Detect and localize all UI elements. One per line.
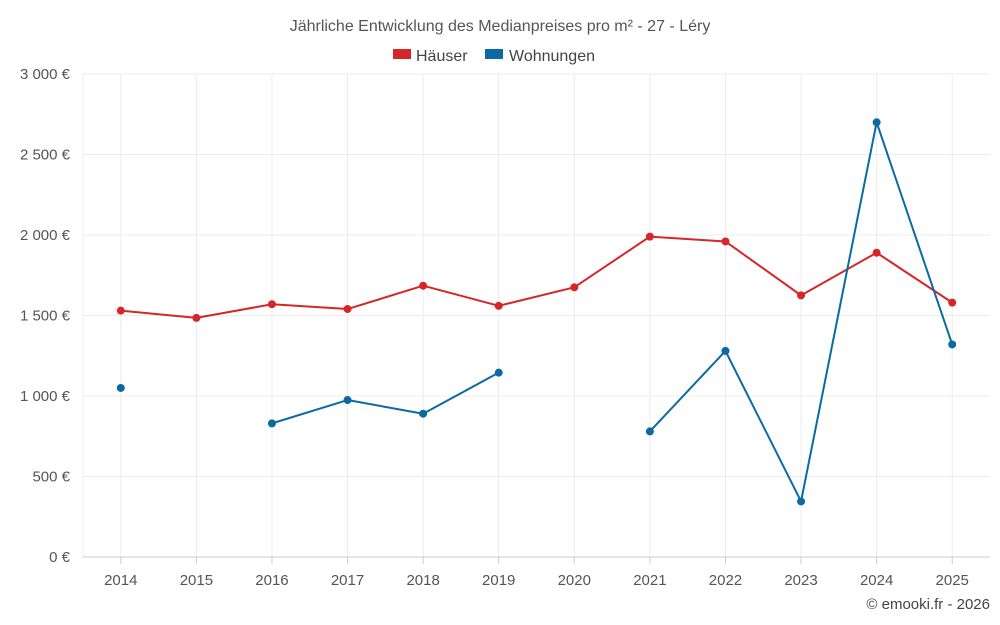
y-axis: 0 € 500 € 1 000 € 1 500 € 2 000 € 2 500 € 3 00…: [20, 66, 71, 566]
y-tick-label: 2 000 €: [20, 227, 71, 244]
y-tick-label: 500 €: [32, 469, 70, 486]
y-tick-label: 1 000 €: [20, 388, 71, 405]
data-point-1[interactable]: [948, 340, 957, 349]
series-points: [116, 118, 957, 506]
chart-title: Jährliche Entwicklung des Medianpreises …: [290, 18, 711, 35]
x-tick-label: 2021: [633, 572, 666, 589]
x-tick-label: 2022: [709, 572, 742, 589]
data-point-0[interactable]: [343, 305, 352, 314]
data-point-0[interactable]: [267, 300, 276, 309]
x-tick-label: 2023: [784, 572, 817, 589]
legend-swatch-haeuser: [393, 49, 411, 59]
legend-swatch-wohnungen: [485, 49, 503, 59]
legend-label-haeuser: Häuser: [416, 48, 468, 65]
x-tick-label: 2020: [558, 572, 591, 589]
y-tick-label: 0 €: [49, 549, 71, 566]
data-point-1[interactable]: [419, 409, 428, 418]
data-point-1[interactable]: [645, 427, 654, 436]
legend-item-wohnungen[interactable]: Wohnungen: [485, 48, 595, 65]
data-point-0[interactable]: [721, 237, 730, 246]
legend-label-wohnungen: Wohnungen: [509, 48, 595, 65]
data-point-0[interactable]: [494, 301, 503, 310]
series-lines: [120, 121, 954, 503]
x-tick-label: 2019: [482, 572, 515, 589]
x-tick-label: 2018: [406, 572, 439, 589]
data-point-1[interactable]: [721, 346, 730, 355]
x-tick-label: 2024: [860, 572, 893, 589]
x-axis: 2014 2015 2016 2017 2018 2019 2020 2021 2022 2023…: [83, 556, 990, 589]
data-point-1[interactable]: [116, 383, 125, 392]
y-tick-label: 1 500 €: [20, 308, 71, 325]
data-point-0[interactable]: [192, 313, 201, 322]
x-tick-label: 2016: [255, 572, 288, 589]
data-point-1[interactable]: [267, 419, 276, 428]
y-tick-label: 2 500 €: [20, 147, 71, 164]
data-point-0[interactable]: [570, 283, 579, 292]
legend: Häuser Wohnungen: [393, 48, 595, 65]
y-tick-label: 3 000 €: [20, 66, 71, 83]
data-point-0[interactable]: [645, 232, 654, 241]
data-point-0[interactable]: [872, 248, 881, 257]
data-point-1[interactable]: [494, 368, 503, 377]
data-point-1[interactable]: [343, 396, 352, 405]
x-tick-label: 2014: [104, 572, 137, 589]
data-point-1[interactable]: [872, 118, 881, 127]
x-tick-label: 2017: [331, 572, 364, 589]
data-point-0[interactable]: [419, 281, 428, 290]
x-tick-label: 2025: [936, 572, 969, 589]
credit-text: © emooki.fr - 2026: [866, 596, 990, 613]
data-point-1[interactable]: [797, 497, 806, 506]
series-line-0: [120, 235, 953, 319]
legend-item-haeuser[interactable]: Häuser: [393, 48, 468, 65]
grid: [82, 73, 990, 557]
data-point-0[interactable]: [948, 298, 957, 307]
series-line-1: [271, 371, 500, 425]
data-point-0[interactable]: [797, 291, 806, 300]
data-point-0[interactable]: [116, 306, 125, 315]
x-tick-label: 2015: [180, 572, 213, 589]
